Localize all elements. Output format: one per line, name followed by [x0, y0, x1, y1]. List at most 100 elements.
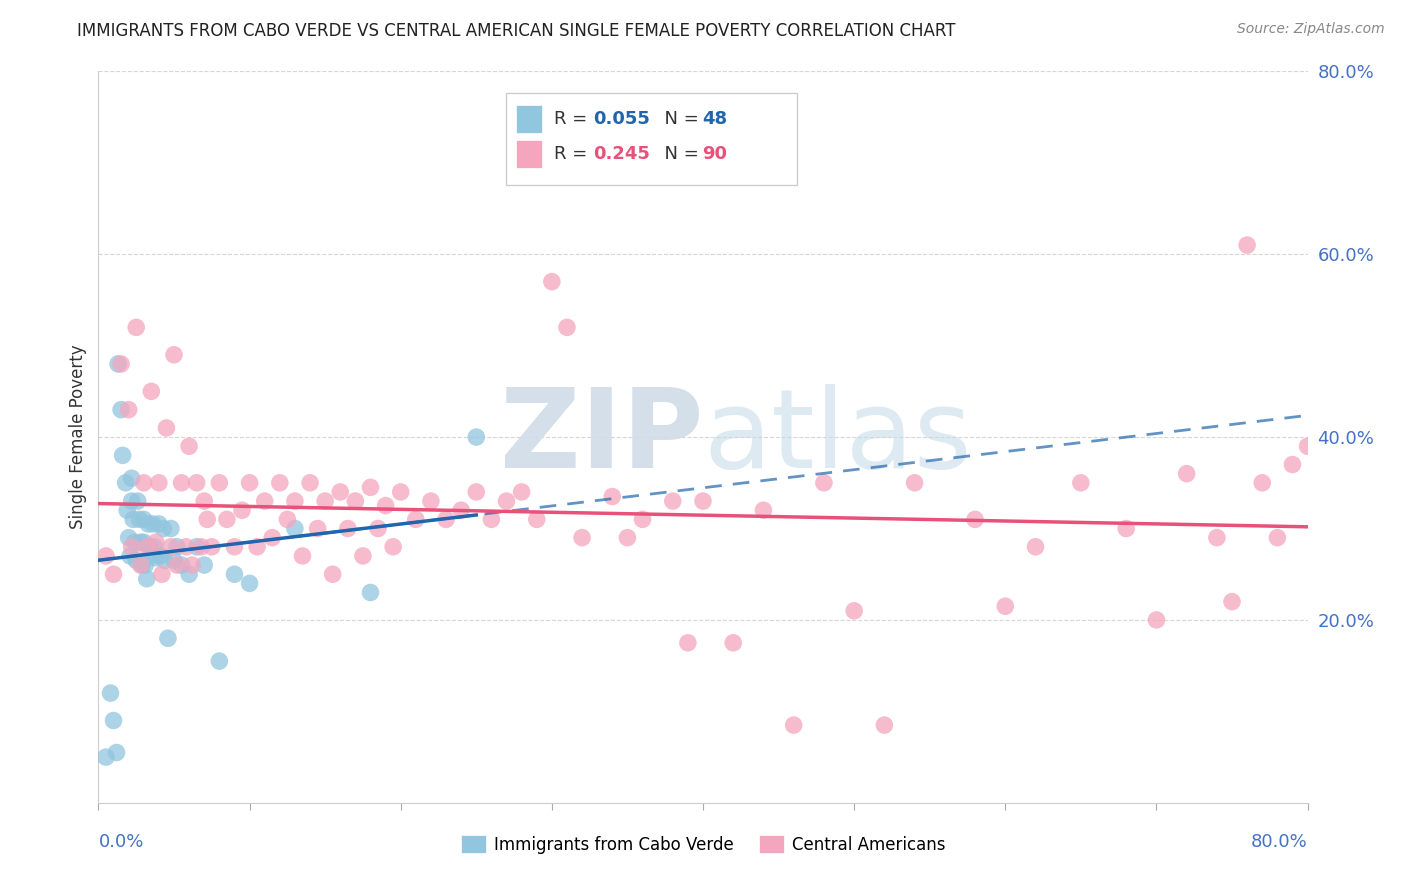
- Point: [120, 549, 142, 563]
- Point: [262, 531, 284, 545]
- Point: [224, 540, 246, 554]
- Point: [382, 540, 405, 554]
- Point: [1236, 238, 1258, 252]
- Point: [174, 540, 197, 554]
- Point: [783, 718, 806, 732]
- Point: [571, 531, 593, 545]
- Point: [215, 512, 238, 526]
- Point: [246, 540, 269, 554]
- Point: [352, 549, 374, 563]
- Point: [631, 512, 654, 526]
- Point: [136, 516, 159, 531]
- Point: [336, 521, 359, 535]
- Point: [118, 402, 141, 417]
- FancyBboxPatch shape: [516, 140, 543, 168]
- Point: [239, 576, 262, 591]
- Point: [195, 512, 218, 526]
- Point: [1206, 531, 1229, 545]
- Point: [253, 494, 276, 508]
- Y-axis label: Single Female Poverty: Single Female Poverty: [69, 345, 87, 529]
- Point: [555, 320, 578, 334]
- Point: [692, 494, 714, 508]
- Point: [1251, 475, 1274, 490]
- Point: [152, 521, 174, 535]
- Point: [186, 475, 208, 490]
- Point: [160, 540, 183, 554]
- Point: [1296, 439, 1319, 453]
- Point: [602, 490, 624, 504]
- Point: [434, 512, 457, 526]
- Point: [166, 540, 188, 554]
- Point: [141, 384, 163, 399]
- Point: [160, 521, 183, 535]
- Point: [465, 430, 488, 444]
- Point: [186, 540, 208, 554]
- Point: [299, 475, 322, 490]
- Point: [111, 448, 134, 462]
- Point: [190, 540, 212, 554]
- Point: [329, 485, 352, 500]
- Point: [94, 549, 117, 563]
- Point: [322, 567, 344, 582]
- Point: [145, 535, 167, 549]
- Point: [156, 632, 179, 646]
- Point: [122, 512, 145, 526]
- Point: [129, 558, 152, 573]
- Text: 0.0%: 0.0%: [98, 833, 143, 851]
- Point: [103, 567, 125, 582]
- Text: 0.055: 0.055: [593, 110, 650, 128]
- Point: [193, 494, 215, 508]
- Point: [132, 475, 155, 490]
- Point: [125, 320, 148, 334]
- Point: [148, 475, 170, 490]
- Point: [374, 499, 396, 513]
- Point: [170, 475, 193, 490]
- Text: 80.0%: 80.0%: [1251, 833, 1308, 851]
- Point: [135, 572, 157, 586]
- Point: [994, 599, 1017, 614]
- Text: Source: ZipAtlas.com: Source: ZipAtlas.com: [1237, 22, 1385, 37]
- Point: [114, 475, 136, 490]
- Point: [121, 471, 143, 485]
- Point: [131, 558, 153, 573]
- Text: ZIP: ZIP: [499, 384, 703, 491]
- Point: [1024, 540, 1046, 554]
- Point: [1281, 458, 1303, 472]
- Point: [170, 558, 193, 573]
- Text: N =: N =: [654, 110, 704, 128]
- Point: [179, 567, 201, 582]
- Point: [208, 654, 231, 668]
- Point: [1267, 531, 1289, 545]
- Point: [141, 549, 163, 563]
- Point: [813, 475, 835, 490]
- Point: [723, 636, 745, 650]
- Point: [148, 516, 170, 531]
- Text: N =: N =: [654, 145, 704, 163]
- Point: [465, 485, 488, 500]
- Text: IMMIGRANTS FROM CABO VERDE VS CENTRAL AMERICAN SINGLE FEMALE POVERTY CORRELATION: IMMIGRANTS FROM CABO VERDE VS CENTRAL AM…: [77, 22, 956, 40]
- Point: [193, 558, 215, 573]
- Point: [344, 494, 367, 508]
- Point: [105, 746, 128, 760]
- Point: [420, 494, 443, 508]
- Point: [139, 540, 162, 554]
- Point: [155, 421, 177, 435]
- Point: [904, 475, 927, 490]
- Point: [127, 494, 149, 508]
- Point: [276, 512, 298, 526]
- Point: [291, 549, 314, 563]
- Text: atlas: atlas: [703, 384, 972, 491]
- Point: [121, 494, 143, 508]
- Point: [314, 494, 336, 508]
- Text: 0.245: 0.245: [593, 145, 650, 163]
- Point: [132, 512, 155, 526]
- Point: [128, 512, 150, 526]
- Point: [166, 558, 188, 573]
- Text: 90: 90: [702, 145, 727, 163]
- Point: [107, 357, 129, 371]
- Point: [1175, 467, 1198, 481]
- Point: [150, 567, 173, 582]
- Legend: Immigrants from Cabo Verde, Central Americans: Immigrants from Cabo Verde, Central Amer…: [454, 829, 952, 860]
- Point: [661, 494, 683, 508]
- Point: [360, 480, 382, 494]
